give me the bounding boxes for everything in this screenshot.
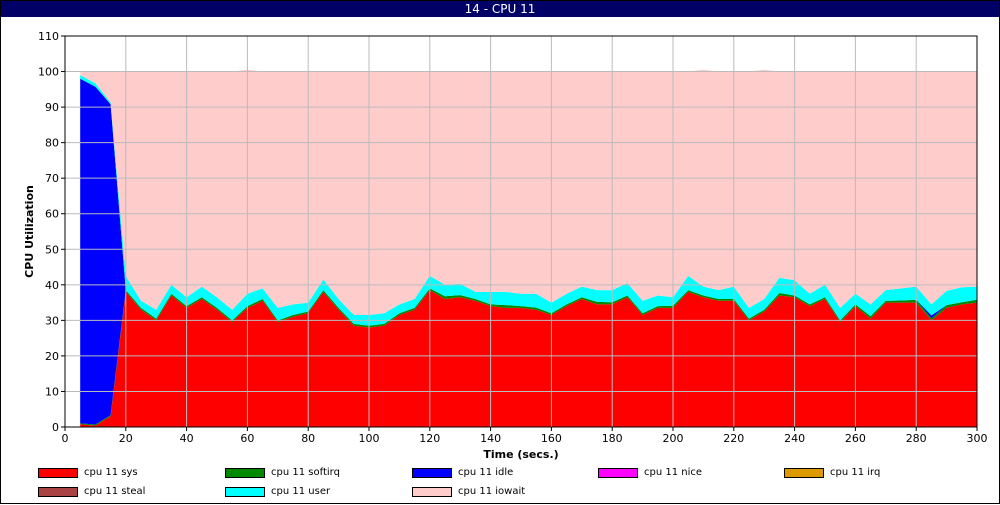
y-axis-ticks: 0 10 20 30 40 50 60 70 80 90 100 110 bbox=[38, 30, 65, 434]
legend-item: cpu 11 steal bbox=[38, 486, 145, 500]
y-tick-label: 30 bbox=[45, 314, 59, 327]
y-tick-label: 60 bbox=[45, 208, 59, 221]
plot-frame bbox=[64, 35, 978, 428]
x-tick-label: 160 bbox=[541, 432, 562, 445]
x-tick-label: 300 bbox=[967, 432, 988, 445]
legend-label: cpu 11 irq bbox=[830, 467, 881, 478]
x-tick-label: 220 bbox=[723, 432, 744, 445]
x-tick-label: 20 bbox=[119, 432, 133, 445]
x-tick-label: 280 bbox=[906, 432, 927, 445]
x-axis-label: Time (secs.) bbox=[483, 448, 558, 461]
x-tick-label: 140 bbox=[480, 432, 501, 445]
x-tick-label: 60 bbox=[240, 432, 254, 445]
x-tick-label: 120 bbox=[419, 432, 440, 445]
area-cpu-11-softirq bbox=[80, 288, 977, 426]
y-tick-label: 80 bbox=[45, 137, 59, 150]
x-tick-label: 80 bbox=[301, 432, 315, 445]
x-tick-label: 200 bbox=[663, 432, 684, 445]
legend-item: cpu 11 user bbox=[225, 486, 330, 500]
legend-label: cpu 11 steal bbox=[84, 486, 146, 497]
legend-label: cpu 11 nice bbox=[644, 467, 703, 478]
legend-label: cpu 11 idle bbox=[458, 467, 514, 478]
x-tick-label: 260 bbox=[845, 432, 866, 445]
area-series-group bbox=[80, 69, 977, 427]
legend-swatch bbox=[38, 468, 78, 478]
legend-item: cpu 11 idle bbox=[412, 467, 513, 481]
y-tick-label: 0 bbox=[52, 421, 59, 434]
legend-label: cpu 11 softirq bbox=[271, 467, 340, 478]
area-cpu-11-user bbox=[80, 75, 977, 326]
y-tick-label: 100 bbox=[38, 66, 59, 79]
legend-swatch bbox=[38, 487, 78, 497]
legend-label: cpu 11 user bbox=[271, 486, 331, 497]
x-tick-label: 240 bbox=[784, 432, 805, 445]
x-tick-label: 40 bbox=[180, 432, 194, 445]
legend-item: cpu 11 irq bbox=[784, 467, 880, 481]
x-axis-ticks: 0 20 40 60 80 100 120 140 160 180 200 220 240 260 280 3… bbox=[62, 427, 988, 445]
x-tick-label: 180 bbox=[602, 432, 623, 445]
x-tick-label: 100 bbox=[359, 432, 380, 445]
legend-label: cpu 11 sys bbox=[84, 467, 138, 478]
y-tick-label: 40 bbox=[45, 279, 59, 292]
legend-swatch bbox=[412, 468, 452, 478]
y-tick-label: 10 bbox=[45, 385, 59, 398]
legend-label: cpu 11 iowait bbox=[458, 486, 526, 497]
legend-item: cpu 11 softirq bbox=[225, 467, 340, 481]
y-tick-label: 70 bbox=[45, 172, 59, 185]
window-title: 14 - CPU 11 bbox=[1, 1, 999, 17]
y-tick-label: 50 bbox=[45, 243, 59, 256]
legend-swatch bbox=[225, 468, 265, 478]
legend-swatch bbox=[598, 468, 638, 478]
area-cpu-11-iowait bbox=[80, 69, 977, 315]
legend-swatch bbox=[225, 487, 265, 497]
legend-item: cpu 11 nice bbox=[598, 467, 702, 481]
legend-item: cpu 11 sys bbox=[38, 467, 138, 481]
y-tick-label: 90 bbox=[45, 101, 59, 114]
legend-item: cpu 11 iowait bbox=[412, 486, 525, 500]
y-axis-label: CPU Utilization bbox=[23, 185, 36, 278]
y-tick-label: 20 bbox=[45, 350, 59, 363]
legend-swatch bbox=[412, 487, 452, 497]
legend-swatch bbox=[784, 468, 824, 478]
x-tick-label: 0 bbox=[62, 432, 69, 445]
y-tick-label: 110 bbox=[38, 30, 59, 43]
area-cpu-11-sys bbox=[80, 290, 977, 427]
